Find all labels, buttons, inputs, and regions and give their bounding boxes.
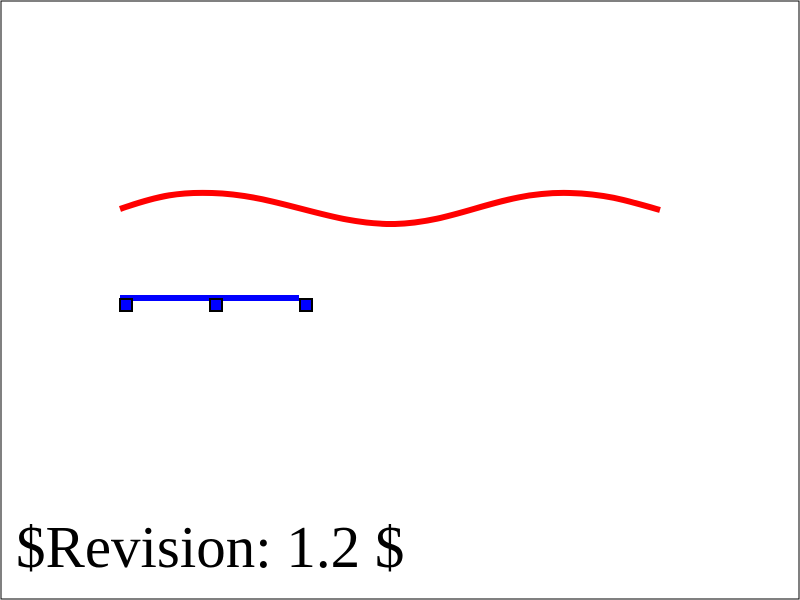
control-point-handle[interactable] [299, 298, 313, 312]
control-point-group [119, 298, 313, 312]
red-wave-curve [119, 189, 661, 228]
control-point-handle[interactable] [209, 298, 223, 312]
revision-label: $Revision: 1.2 $ [16, 514, 404, 580]
control-point-handle[interactable] [119, 298, 133, 312]
